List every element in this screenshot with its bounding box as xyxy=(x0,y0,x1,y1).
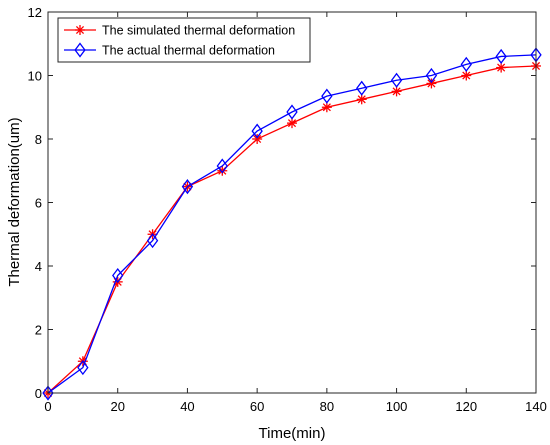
diamond-marker xyxy=(251,123,263,139)
asterisk-marker xyxy=(287,118,297,129)
y-tick-label: 2 xyxy=(35,323,42,338)
x-tick-label: 20 xyxy=(110,399,124,414)
diamond-marker xyxy=(425,67,438,84)
diamond-marker xyxy=(460,56,472,72)
asterisk-marker xyxy=(426,78,437,89)
asterisk-marker xyxy=(321,102,332,113)
series-line xyxy=(47,54,537,394)
diamond-marker xyxy=(321,88,333,104)
series-2 xyxy=(42,47,542,401)
legend-entry: The simulated thermal deformation xyxy=(64,24,295,38)
x-tick-label: 100 xyxy=(386,399,408,414)
axis-layer: 0 20 40 60 80 100 120 140 0 2 4 6 8 10 12 xyxy=(28,5,547,414)
y-tick-label: 4 xyxy=(35,259,42,274)
asterisk-marker xyxy=(461,70,472,81)
diamond-marker xyxy=(146,233,159,249)
legend: The simulated thermal deformation The act… xyxy=(57,17,311,63)
asterisk-marker xyxy=(252,134,263,144)
y-tick-label: 6 xyxy=(35,196,42,211)
y-tick-label: 12 xyxy=(28,5,42,20)
x-tick-label: 40 xyxy=(180,399,194,414)
legend-label: The actual thermal deformation xyxy=(102,44,275,58)
y-tick-label: 8 xyxy=(35,132,42,147)
asterisk-marker xyxy=(75,25,85,35)
diamond-marker xyxy=(495,48,507,65)
x-tick-label: 140 xyxy=(525,399,547,414)
y-tick-label: 10 xyxy=(28,69,42,84)
x-tick-label: 60 xyxy=(250,399,264,414)
diamond-marker xyxy=(181,179,194,195)
diamond-marker xyxy=(286,104,298,120)
y-axis-label: Thermal deformation(um) xyxy=(6,117,23,286)
diamond-marker xyxy=(112,267,124,284)
plot-area xyxy=(48,12,536,393)
legend-entry: The actual thermal deformation xyxy=(64,42,275,58)
x-tick-label: 120 xyxy=(455,399,477,414)
x-axis-label: Time(min) xyxy=(259,425,326,442)
diamond-marker xyxy=(77,360,89,376)
legend-label: The simulated thermal deformation xyxy=(102,24,295,38)
series-layer xyxy=(42,47,542,401)
asterisk-marker xyxy=(391,86,402,97)
x-tick-label: 0 xyxy=(44,399,51,414)
asterisk-marker xyxy=(356,94,367,105)
diamond-marker xyxy=(42,385,54,401)
diamond-marker xyxy=(390,72,403,88)
diamond-marker xyxy=(356,80,368,96)
diamond-marker xyxy=(74,42,86,58)
diamond-marker xyxy=(216,158,228,174)
y-tick-label: 0 xyxy=(35,386,42,401)
asterisk-marker xyxy=(496,62,507,73)
x-tick-label: 80 xyxy=(320,399,334,414)
legend-box xyxy=(57,17,311,63)
